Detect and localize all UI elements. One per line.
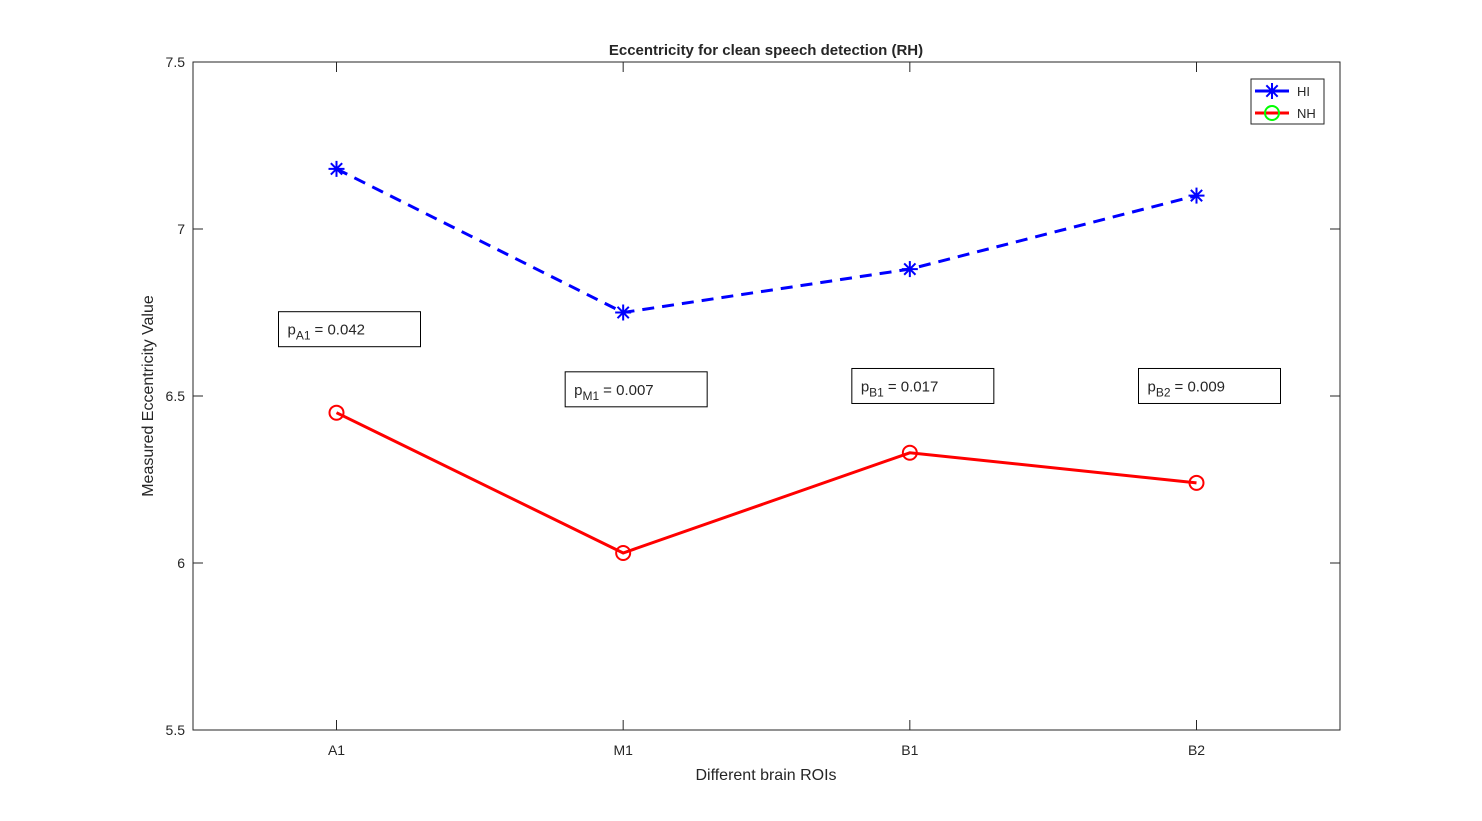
x-tick-label: B2	[1188, 742, 1205, 758]
p-subscript: M1	[583, 389, 600, 403]
p-value-box-frame	[1138, 367, 1281, 404]
x-tick-label: B1	[901, 742, 918, 758]
p-value: 0.009	[1187, 378, 1225, 395]
x-tick-label: M1	[613, 742, 633, 758]
data-point-nh	[1188, 474, 1205, 491]
p-value-box-frame	[851, 367, 995, 404]
data-point-hi	[328, 160, 345, 177]
p-value-box: pB1 = 0.017	[851, 367, 995, 404]
p-value-box-frame	[564, 371, 708, 408]
p-value-text: pB1 = 0.017	[861, 378, 939, 399]
data-point-hi	[901, 261, 918, 278]
data-point-hi	[1188, 187, 1205, 204]
p-symbol: p	[574, 382, 582, 399]
legend: HI NH	[1250, 78, 1325, 125]
p-symbol: p	[1148, 378, 1156, 395]
data-point-nh	[901, 444, 918, 461]
p-equals: =	[315, 322, 328, 339]
p-value: 0.042	[327, 322, 365, 339]
p-symbol: p	[861, 378, 869, 395]
p-value: 0.007	[616, 382, 654, 399]
x-tick-label: A1	[328, 742, 345, 758]
data-point-hi	[615, 304, 632, 321]
p-value-box-frame	[278, 311, 421, 348]
x-axis-ticks: A1 M1 B1 B2	[328, 62, 1205, 758]
y-tick-label: 7.5	[166, 54, 186, 70]
y-tick-label: 5.5	[166, 722, 186, 738]
data-point-nh	[615, 544, 632, 561]
legend-label-hi: HI	[1297, 84, 1310, 99]
x-axis-label: Different brain ROIs	[695, 767, 836, 784]
p-value-text: pB2 = 0.009	[1148, 378, 1226, 399]
data-point-nh	[328, 404, 345, 421]
legend-marker-nh	[1264, 105, 1280, 121]
p-subscript: A1	[296, 329, 311, 343]
p-value-box: pM1 = 0.007	[564, 371, 708, 408]
series-line-hi	[335, 167, 1197, 315]
series-line-nh	[335, 411, 1197, 555]
p-value: 0.017	[901, 378, 939, 395]
y-tick-label: 6.5	[166, 388, 186, 404]
p-value-box: pB2 = 0.009	[1138, 367, 1281, 404]
p-value-text: pM1 = 0.007	[574, 382, 654, 403]
y-axis-label: Measured Eccentricity Value	[140, 295, 157, 497]
y-axis-ticks: 5.5 6 6.5 7 7.5	[166, 54, 1340, 738]
chart-title: Eccentricity for clean speech detection …	[609, 42, 923, 59]
series-layer	[328, 160, 1205, 561]
p-subscript: B2	[1156, 385, 1171, 399]
y-tick-label: 6	[177, 555, 185, 571]
legend-label-nh: NH	[1297, 106, 1316, 121]
p-value-text: pA1 = 0.042	[288, 322, 366, 343]
p-value-box: pA1 = 0.042	[278, 311, 421, 348]
p-equals: =	[1175, 378, 1188, 395]
p-subscript: B1	[869, 385, 884, 399]
y-tick-label: 7	[177, 221, 185, 237]
p-equals: =	[603, 382, 616, 399]
p-symbol: p	[288, 322, 296, 339]
p-equals: =	[888, 378, 901, 395]
legend-box	[1250, 78, 1325, 125]
legend-marker-hi	[1264, 83, 1280, 99]
